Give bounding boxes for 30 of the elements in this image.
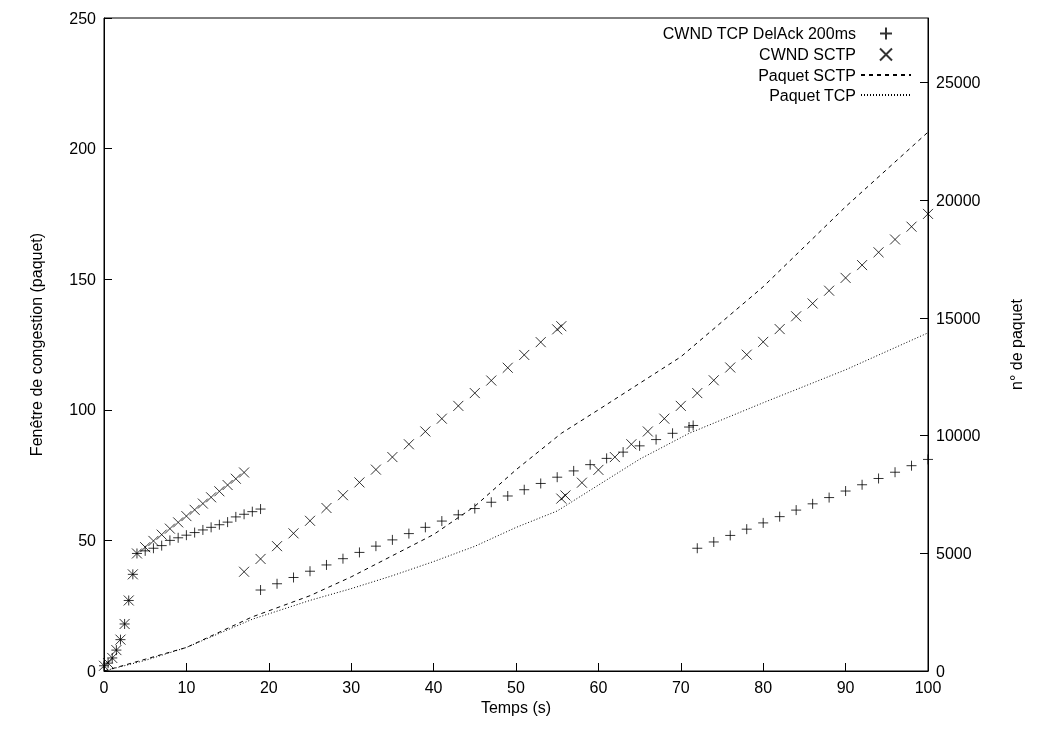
legend-label: Paquet SCTP — [758, 66, 856, 84]
y-axis-title: Fenêtre de congestion (paquet) — [27, 232, 45, 457]
y2-tick-label: 10000 — [936, 427, 981, 445]
x-tick-label: 50 — [507, 678, 525, 696]
legend-label: CWND SCTP — [759, 46, 856, 63]
legend-label: Paquet TCP — [769, 86, 856, 104]
y-tick-label: 250 — [69, 9, 97, 27]
x-tick-label: 0 — [99, 678, 109, 696]
x-tick-label: 100 — [914, 678, 942, 696]
legend-label: CWND TCP DelAck 200ms — [662, 25, 856, 42]
y-tick-label: 150 — [69, 270, 97, 288]
y-tick-label: 0 — [87, 662, 97, 680]
x-tick-label: 60 — [589, 678, 608, 696]
y-tick-label: 200 — [69, 140, 97, 158]
y2-tick-label: 0 — [936, 662, 945, 680]
y-tick-label: 50 — [78, 531, 97, 549]
y-tick-label: 100 — [69, 401, 97, 419]
y2-tick-label: 25000 — [936, 74, 981, 92]
y2-tick-label: 20000 — [936, 191, 981, 209]
x-tick-label: 90 — [836, 678, 855, 696]
y2-tick-label: 5000 — [936, 544, 972, 562]
y2-axis-title: n° de paquet — [1007, 298, 1025, 390]
x-tick-label: 70 — [671, 678, 690, 696]
y2-tick-label: 15000 — [936, 309, 981, 327]
x-axis-title: Temps (s) — [480, 699, 552, 717]
x-tick-label: 30 — [342, 678, 361, 696]
x-tick-label: 20 — [259, 678, 278, 696]
x-tick-label: 40 — [424, 678, 443, 696]
x-tick-label: 80 — [754, 678, 773, 696]
x-tick-label: 10 — [177, 678, 196, 696]
